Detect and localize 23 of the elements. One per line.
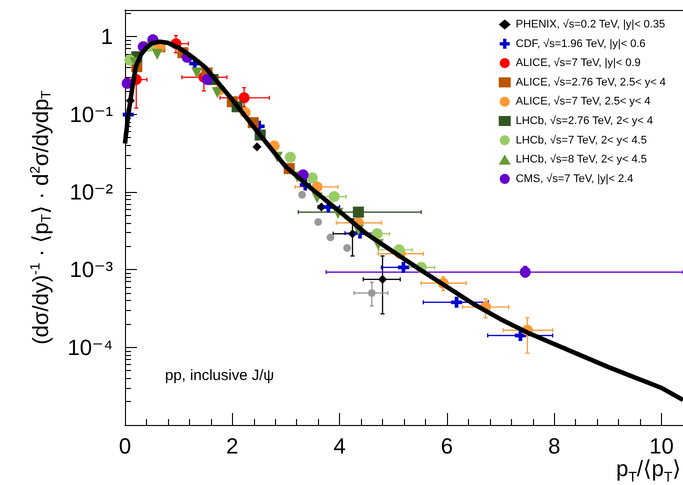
legend-label: ALICE, √s=7 TeV, |y|< 0.9 (516, 57, 641, 70)
y-tick-label: 10⁻¹ (70, 102, 113, 127)
legend-label: ALICE, √s=7 TeV, 2.5< y< 4 (516, 96, 651, 108)
legend-label: LHCb, √s=2.76 TeV, 2< y< 4 (516, 115, 653, 127)
legend-label: PHENIX, √s=0.2 TeV, |y|< 0.35 (516, 18, 666, 30)
x-axis-title: p$_{T}$/⟨p$_{T}$⟩ (616, 456, 681, 484)
y-tick-label: 10⁻⁴ (67, 334, 113, 360)
legend-label: LHCb, √s=8 TeV, 2< y< 4.5 (516, 154, 647, 166)
y-axis-title: (dσ/dy)-1 · ⟨pT⟩ · d2σ/dydpT (28, 90, 54, 345)
legend-label: ALICE, √s=2.76 TeV, 2.5< y< 4 (516, 76, 666, 88)
annotation: pp, inclusive J/ψ (165, 367, 274, 384)
legend-label: LHCb, √s=7 TeV, 2< y< 4.5 (516, 134, 647, 146)
x-tick-label: 2 (226, 434, 238, 458)
y-tick-label: 1 (100, 24, 113, 50)
x-tick-label: 8 (548, 434, 560, 458)
y-tick-label: 10⁻³ (70, 257, 113, 282)
x-tick-label: 0 (118, 434, 132, 458)
x-tick-label: 10 (649, 434, 674, 458)
x-tick-label: 6 (440, 434, 454, 458)
y-tick-label: 10⁻² (70, 179, 113, 204)
legend-label: CMS, √s=7 TeV, |y|< 2.4 (516, 172, 634, 185)
x-tick-label: 4 (333, 434, 346, 458)
legend-label: CDF, √s=1.96 TeV, |y|< 0.6 (516, 38, 646, 50)
